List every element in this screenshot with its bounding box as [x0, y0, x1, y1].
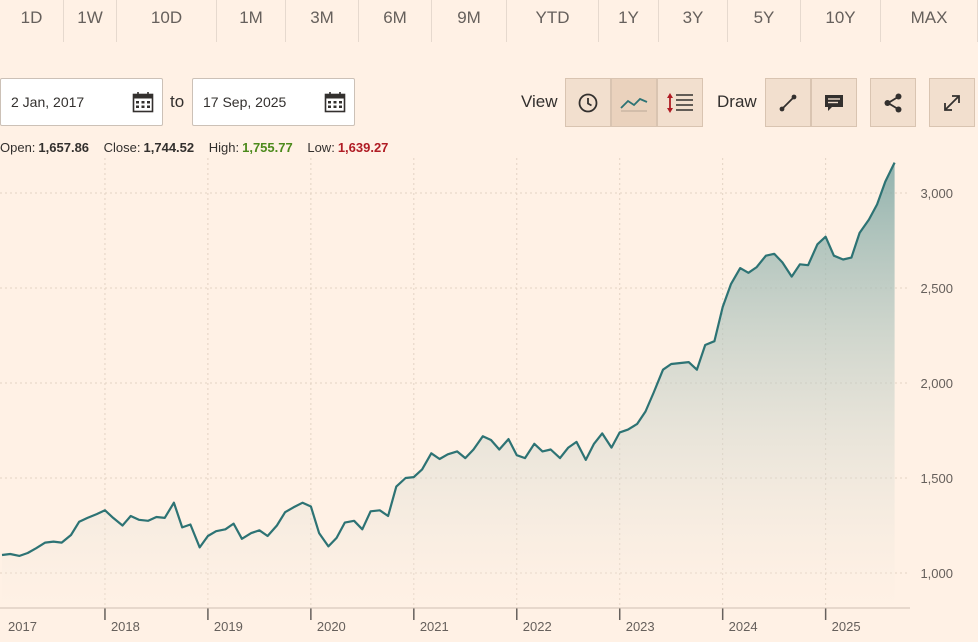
view-label: View	[521, 92, 558, 111]
low-value: 1,639.27	[337, 140, 389, 155]
range-tab-9m[interactable]: 9M	[432, 0, 507, 42]
clock-icon	[578, 93, 598, 112]
draw-line-icon	[779, 94, 797, 111]
x-tick-label: 2023	[626, 619, 655, 634]
x-tick-label: 2020	[317, 619, 346, 634]
end-date-value: 17 Sep, 2025	[203, 94, 287, 110]
time-view-button[interactable]	[565, 78, 611, 127]
to-label: to	[170, 92, 185, 111]
high-label: High:	[208, 140, 240, 155]
y-tick-label: 1,500	[920, 471, 953, 486]
open-value: 1,657.86	[38, 140, 90, 155]
high-value: 1,755.77	[242, 140, 293, 155]
range-tab-5y[interactable]: 5Y	[728, 0, 801, 42]
x-tick-label: 2017	[8, 619, 37, 634]
x-tick-label: 2018	[111, 619, 140, 634]
line-view-button[interactable]	[611, 78, 657, 127]
share-icon	[884, 93, 902, 112]
line-chart-icon	[620, 97, 648, 111]
range-tab-1m[interactable]: 1M	[217, 0, 286, 42]
range-tab-3m[interactable]: 3M	[286, 0, 359, 42]
range-tab-1d[interactable]: 1D	[0, 0, 64, 42]
close-value: 1,744.52	[143, 140, 195, 155]
range-tab-10y[interactable]: 10Y	[801, 0, 881, 42]
open-label: Open:	[0, 140, 36, 155]
range-tab-6m[interactable]: 6M	[359, 0, 432, 42]
fullscreen-button[interactable]	[929, 78, 975, 127]
share-button[interactable]	[870, 78, 916, 127]
range-tab-10d[interactable]: 10D	[117, 0, 217, 42]
indicators-icon	[667, 92, 693, 113]
range-tab-3y[interactable]: 3Y	[659, 0, 728, 42]
low-label: Low:	[307, 140, 335, 155]
comment-button[interactable]	[811, 78, 857, 127]
x-tick-label: 2024	[729, 619, 758, 634]
close-label: Close:	[103, 140, 141, 155]
y-tick-label: 3,000	[920, 186, 953, 201]
draw-label: Draw	[717, 92, 757, 111]
end-date-input[interactable]: 17 Sep, 2025	[192, 78, 355, 126]
y-tick-label: 1,000	[920, 566, 953, 581]
x-tick-label: 2025	[832, 619, 861, 634]
range-tab-1y[interactable]: 1Y	[599, 0, 659, 42]
expand-icon	[944, 94, 960, 111]
comment-icon	[825, 94, 843, 111]
x-tick-label: 2019	[214, 619, 243, 634]
axis-ticks: 1,000 1,500 2,000 2,500 3,000 2017 2018 2019 202…	[0, 186, 953, 634]
calendar-icon[interactable]	[132, 91, 154, 113]
range-selector: 1D 1W 10D 1M 3M 6M 9M YTD 1Y 3Y 5Y 10Y MAX	[0, 0, 978, 42]
price-line	[1, 162, 896, 557]
indicators-button[interactable]	[657, 78, 703, 127]
range-tab-1w[interactable]: 1W	[64, 0, 117, 42]
calendar-icon[interactable]	[324, 91, 346, 113]
draw-line-button[interactable]	[765, 78, 811, 127]
ohlc-summary: Open: 1,657.86 Close: 1,744.52 High: 1,755.…	[0, 140, 399, 155]
x-tick-label: 2021	[420, 619, 449, 634]
start-date-value: 2 Jan, 2017	[11, 94, 85, 110]
price-area	[2, 162, 895, 608]
x-tick-label: 2022	[523, 619, 552, 634]
start-date-input[interactable]: 2 Jan, 2017	[0, 78, 163, 126]
y-tick-label: 2,000	[920, 376, 953, 391]
range-tab-ytd[interactable]: YTD	[507, 0, 599, 42]
y-tick-label: 2,500	[920, 281, 953, 296]
